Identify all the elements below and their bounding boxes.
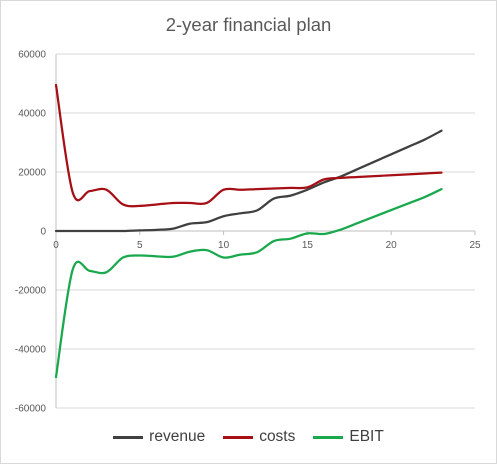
y-tick-label: -40000: [15, 345, 47, 356]
x-tick-label: 0: [53, 240, 59, 251]
y-tick-label: 40000: [18, 109, 46, 120]
chart-title: 2-year financial plan: [165, 14, 332, 35]
x-tick-label: 5: [137, 240, 143, 251]
x-tick-label: 10: [218, 240, 230, 251]
legend-label: revenue: [149, 428, 206, 445]
legend-item-revenue: revenue: [113, 428, 205, 446]
y-tick-label: -20000: [15, 286, 47, 297]
series-line-costs: [54, 83, 443, 208]
legend-swatch: [113, 435, 144, 439]
legend-item-costs: costs: [223, 428, 295, 446]
x-tick-label: 15: [302, 240, 314, 251]
legend-item-ebit: EBIT: [313, 428, 384, 446]
y-tick-label: 20000: [18, 168, 46, 179]
legend-swatch: [313, 435, 344, 439]
legend-swatch: [223, 435, 254, 439]
chart-legend: revenue costs EBIT: [0, 428, 497, 446]
x-tick-label: 25: [469, 240, 481, 251]
y-tick-label: -60000: [15, 404, 47, 415]
series-line-revenue: [54, 129, 443, 233]
legend-label: EBIT: [349, 428, 384, 445]
legend-label: costs: [259, 428, 296, 445]
series-line-ebit: [54, 187, 443, 379]
y-tick-label: 0: [40, 227, 46, 238]
y-tick-label: 60000: [18, 50, 46, 61]
x-tick-label: 20: [386, 240, 398, 251]
